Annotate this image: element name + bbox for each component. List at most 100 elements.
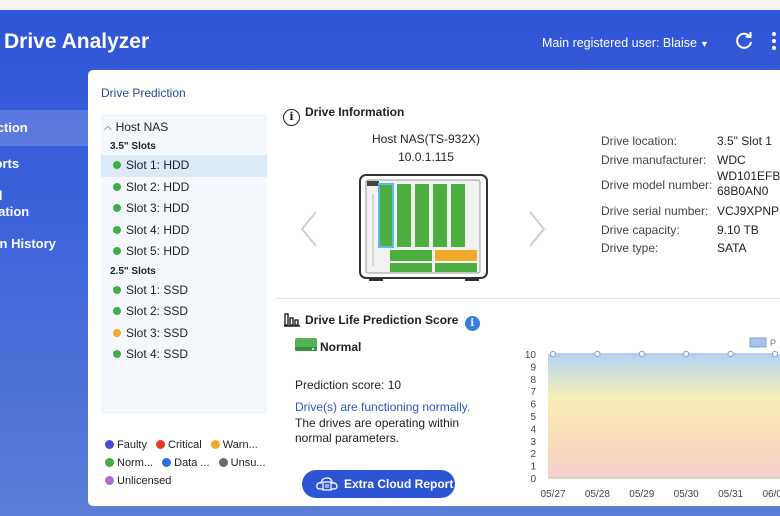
status-dot-icon xyxy=(113,350,121,358)
tree-slot[interactable]: Slot 5: HDD xyxy=(101,241,267,263)
legend-item: Unlicensed xyxy=(105,472,171,490)
legend-label: Faulty xyxy=(117,439,147,451)
legend-label: Unlicensed xyxy=(117,475,172,487)
slot-label: Slot 2: HDD xyxy=(126,179,190,194)
drive-tree-column: Drive Prediction ⌵ Host NAS 3.5" Slots Sl… xyxy=(88,70,268,506)
section-divider xyxy=(275,298,780,299)
functioning-text: Drive(s) are functioning normally. xyxy=(295,400,471,414)
tree-slot[interactable]: Slot 2: SSD xyxy=(101,301,267,323)
slot-label: Slot 4: HDD xyxy=(126,222,190,237)
extra-cloud-report-button[interactable]: Extra Cloud Report xyxy=(302,470,455,498)
legend-item: Warn... xyxy=(210,436,258,454)
x-tick-label: 05/28 xyxy=(585,489,610,500)
more-options-icon[interactable] xyxy=(770,32,780,52)
slot-label: Slot 3: HDD xyxy=(126,201,190,215)
legend-swatch xyxy=(749,337,767,348)
drive-info-title: Drive Information xyxy=(305,105,405,119)
status-dot-icon xyxy=(113,285,121,294)
data-point xyxy=(771,350,779,358)
sidebar-item-global-configuration[interactable]: GlobalConfiguration xyxy=(0,182,88,226)
status-dot-icon xyxy=(113,204,121,212)
prediction-heading: Drive Life Prediction Score i xyxy=(283,311,480,331)
y-tick-label: 2 xyxy=(530,449,536,460)
y-tick-label: 5 xyxy=(530,412,536,423)
y-tick-label: 4 xyxy=(530,424,536,435)
tree-slot[interactable]: Slot 3: HDD xyxy=(101,198,267,220)
refresh-icon[interactable] xyxy=(733,30,755,52)
tree-group-label: 2.5" Slots xyxy=(110,265,156,277)
prop-key: Drive serial number: xyxy=(601,204,709,218)
y-tick-label: 10 xyxy=(525,350,537,361)
sidebar-item-label: Global xyxy=(0,188,3,203)
nas-name: Host NAS(TS-932X) xyxy=(371,132,481,146)
browser-top-strip xyxy=(0,0,780,10)
y-tick-label: 9 xyxy=(530,362,536,373)
drive-status-icon xyxy=(295,338,317,351)
x-tick-label: 05/27 xyxy=(540,489,565,500)
y-tick-label: 6 xyxy=(530,400,536,411)
data-point xyxy=(594,350,601,358)
tree-slot[interactable]: Slot 4: HDD xyxy=(101,220,267,242)
tree-slot[interactable]: Slot 1: SSD xyxy=(101,280,267,302)
sidebar-item-drive-prediction[interactable]: Drive Prediction xyxy=(0,110,88,146)
prop-key: Drive capacity: xyxy=(601,223,680,237)
status-dot-icon xyxy=(113,247,121,255)
chevron-right-icon[interactable] xyxy=(526,210,548,248)
legend-label: P xyxy=(770,338,776,348)
bar-chart-icon xyxy=(284,313,300,327)
prop-key: Drive manufacturer: xyxy=(601,153,707,167)
prop-value: 9.10 TB xyxy=(717,223,759,237)
app-title: Drive Analyzer xyxy=(4,30,150,53)
prop-value: WD101EFBX- 68B0AN0 xyxy=(717,169,780,198)
status-dot-icon xyxy=(113,307,121,315)
legend-item: Norm... xyxy=(105,454,153,472)
unlicensed-dot-icon xyxy=(105,476,114,485)
tree-group-label: 3.5" Slots xyxy=(110,141,156,152)
tree-slot[interactable]: Slot 4: SSD xyxy=(101,344,267,366)
legend-label: Critical xyxy=(168,439,202,451)
slot-label: Slot 1: SSD xyxy=(126,282,189,297)
sidebar-item-label: Configuration xyxy=(0,204,30,219)
chart-background xyxy=(548,354,780,478)
status-dot-icon xyxy=(113,161,121,169)
tree-slot[interactable]: Slot 2: HDD xyxy=(101,177,267,199)
user-menu[interactable]: Main registered user: Blaise ▼ xyxy=(542,36,709,50)
chevron-down-icon: ▼ xyxy=(699,39,709,49)
y-tick-label: 8 xyxy=(530,375,536,386)
data-point xyxy=(727,350,734,358)
normal-dot-icon xyxy=(105,458,114,467)
button-label: Extra Cloud Report xyxy=(344,477,454,491)
legend-item: Critical xyxy=(156,436,202,454)
data-point xyxy=(638,350,645,358)
prop-value: WDC xyxy=(717,153,746,167)
data-point xyxy=(549,350,557,358)
tree-host-node[interactable]: ⌵ Host NAS xyxy=(101,114,267,138)
data-dot-icon xyxy=(162,458,172,467)
legend-label: Unsu... xyxy=(230,457,266,469)
unsupported-dot-icon xyxy=(218,458,228,467)
legend-item: Data ... xyxy=(162,454,210,472)
description-text: The drives are operating within normal p… xyxy=(295,416,460,445)
prediction-chart: 01 23 456 78 910 05/27 05/28 05/29 05/30 05/31 06/… xyxy=(525,337,780,500)
prediction-title: Drive Life Prediction Score xyxy=(305,313,459,327)
warning-dot-icon xyxy=(210,440,220,449)
prop-value: VCJ9XPNP xyxy=(717,204,780,218)
drive-tree: ⌵ Host NAS 3.5" Slots Slot 1: HDD Slot 2:… xyxy=(101,114,267,414)
slot-label: Slot 3: SSD xyxy=(126,325,189,340)
tree-slot[interactable]: Slot 3: SSD xyxy=(101,323,267,345)
slot-label: Slot 5: HDD xyxy=(126,244,190,258)
legend-label: Norm... xyxy=(117,457,154,469)
legend-item: Faulty xyxy=(105,436,147,454)
x-tick-label: 05/31 xyxy=(718,489,743,500)
tree-slot[interactable]: Slot 1: HDD xyxy=(101,155,267,177)
faulty-dot-icon xyxy=(105,440,114,449)
chevron-left-icon[interactable] xyxy=(298,210,320,248)
sidebar-item-notification-history[interactable]: Notification History xyxy=(0,236,56,251)
info-icon: i xyxy=(283,109,300,126)
info-icon[interactable]: i xyxy=(464,316,480,331)
prediction-score: Prediction score: 10 xyxy=(295,378,402,392)
sidebar-item-reports[interactable]: Reports xyxy=(0,156,20,171)
x-tick-label: 05/29 xyxy=(629,489,654,500)
status-dot-icon xyxy=(113,328,121,337)
slot-label: Slot 4: SSD xyxy=(126,347,189,361)
